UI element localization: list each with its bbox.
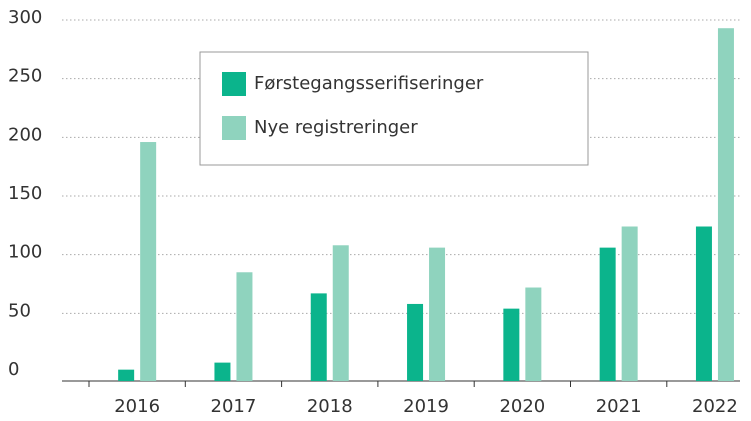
- bar: [429, 247, 446, 381]
- bar: [407, 303, 424, 381]
- legend-swatch: [222, 116, 246, 140]
- legend-label: Førstegangsserifiseringer: [254, 73, 484, 94]
- y-tick-label: 150: [8, 183, 42, 204]
- x-tick-label: 2018: [307, 396, 353, 417]
- y-tick-label: 0: [8, 359, 19, 380]
- x-tick-label: 2017: [211, 396, 257, 417]
- y-tick-label: 50: [8, 300, 31, 321]
- bar: [503, 308, 520, 381]
- legend-swatch: [222, 72, 246, 96]
- bar: [140, 142, 157, 381]
- y-tick-label: 100: [8, 242, 42, 263]
- bar: [118, 369, 135, 381]
- y-tick-label: 300: [8, 7, 42, 28]
- bar: [236, 272, 253, 381]
- legend-label: Nye registreringer: [254, 117, 418, 138]
- x-tick-label: 2020: [499, 396, 545, 417]
- bar: [332, 245, 349, 381]
- x-tick-label: 2016: [114, 396, 160, 417]
- y-tick-label: 250: [8, 66, 42, 87]
- x-tick-label: 2019: [403, 396, 449, 417]
- bar: [695, 226, 712, 381]
- bar: [214, 362, 231, 381]
- bar: [599, 247, 616, 381]
- legend-box: [199, 51, 589, 166]
- bar: [717, 28, 734, 382]
- y-tick-label: 200: [8, 124, 42, 145]
- x-tick-label: 2021: [596, 396, 642, 417]
- bar: [621, 226, 638, 381]
- x-tick-label: 2022: [692, 396, 738, 417]
- bar: [310, 293, 327, 381]
- bar: [525, 287, 542, 381]
